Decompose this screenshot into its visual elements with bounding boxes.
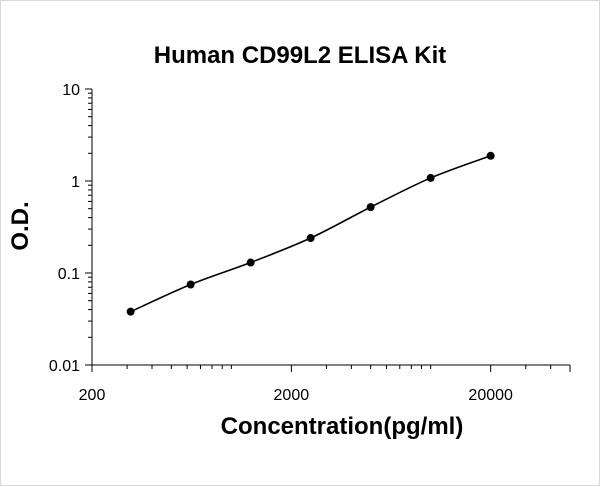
data-point (126, 307, 135, 316)
axes (85, 88, 571, 372)
data-point (426, 173, 435, 182)
x-tick-label: 2000 (274, 387, 310, 404)
y-tick-label: 0.01 (49, 358, 80, 375)
data-point (186, 280, 195, 289)
y-tick-label: 10 (62, 82, 80, 99)
data-point (246, 258, 255, 267)
tick-labels: 10 1 0.1 0.01 200 2000 20000 (49, 82, 513, 404)
series-group (126, 151, 495, 316)
data-point (366, 203, 375, 212)
x-axis-label: Concentration(pg/ml) (220, 413, 464, 440)
data-point (486, 151, 495, 160)
data-point (306, 234, 315, 243)
y-tick-label: 0.1 (58, 266, 80, 283)
series-line (130, 155, 491, 313)
x-tick-label: 20000 (468, 387, 513, 404)
chart-title: Human CD99L2 ELISA Kit (153, 42, 447, 69)
y-tick-label: 1 (71, 174, 80, 191)
x-tick-label: 200 (79, 387, 106, 404)
